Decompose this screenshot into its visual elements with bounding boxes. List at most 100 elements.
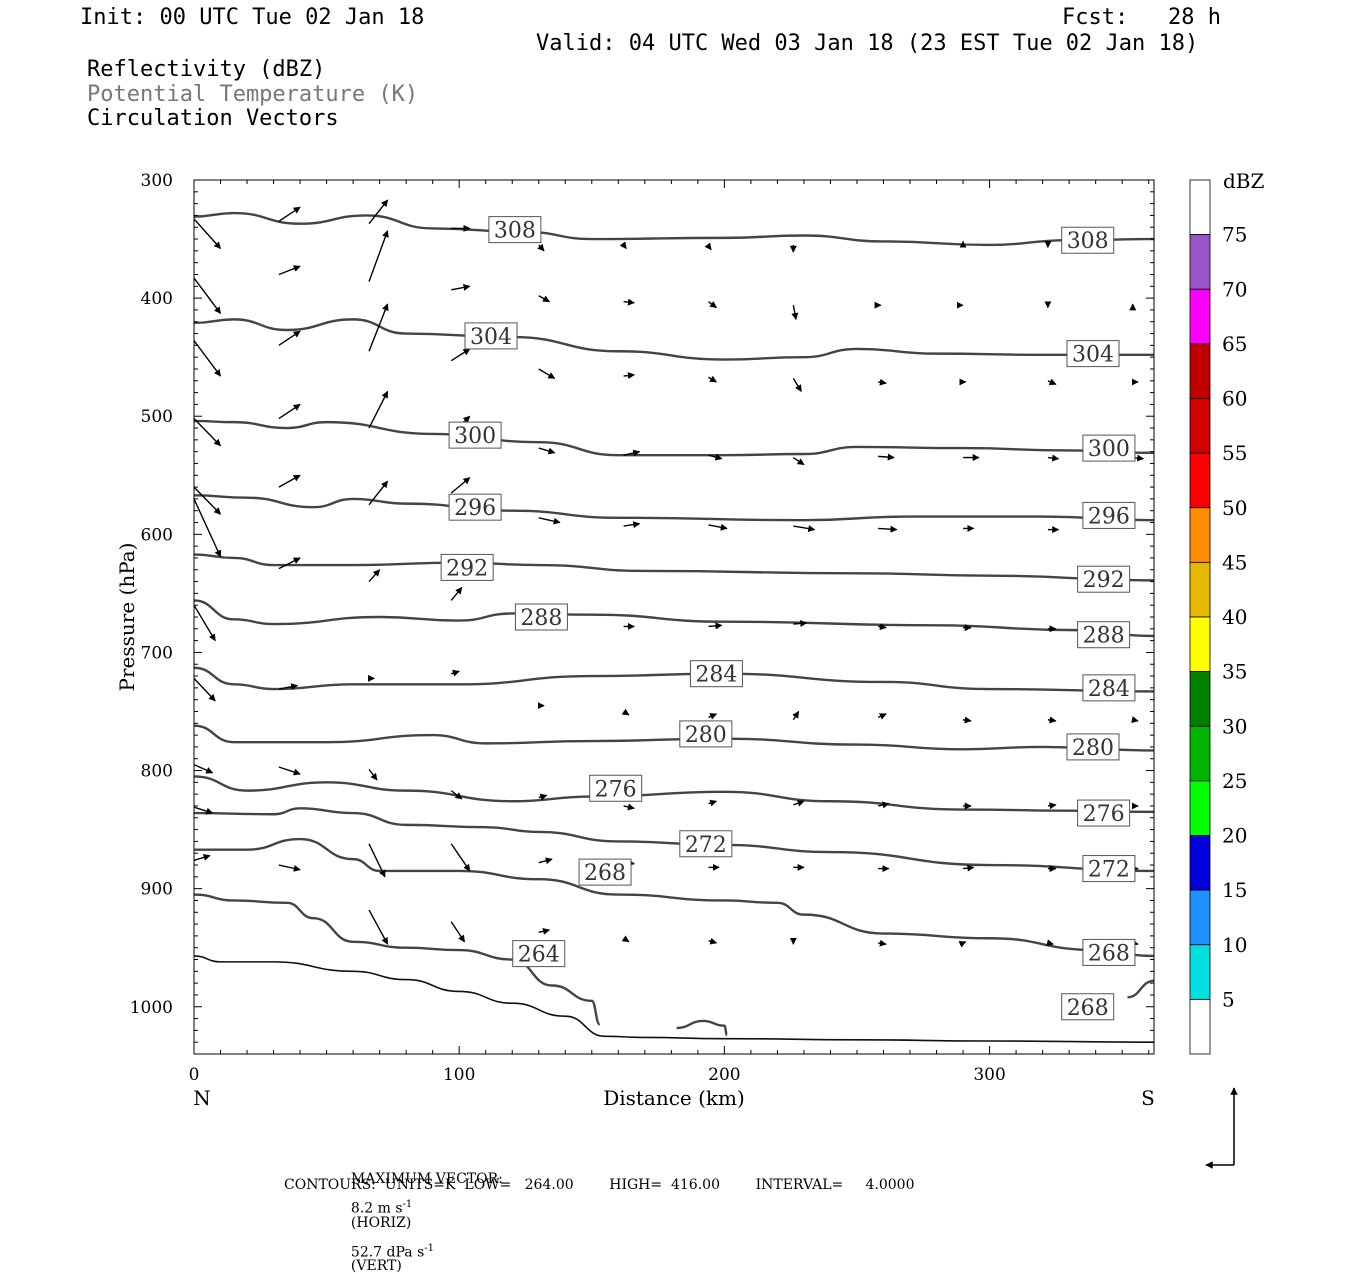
colorbar-swatch [1189,616,1211,673]
valid-time: Valid: 04 UTC Wed 03 Jan 18 (23 EST Tue … [536,31,1199,56]
circulation-vector [708,523,728,531]
contour-label: 264 [512,940,566,968]
circulation-vector [450,477,471,494]
colorbar-swatch [1189,179,1211,236]
circulation-vector [194,340,222,377]
circulation-vector [537,243,545,252]
circulation-vector [623,298,635,306]
circulation-vector [368,199,389,225]
circulation-vector [194,498,222,558]
circulation-vector [538,517,561,525]
circulation-vector [1046,939,1054,947]
circulation-vector [792,378,802,393]
horiz-tag: (HORIZ) [350,1214,412,1231]
circulation-vector [708,799,718,807]
colorbar-label: 75 [1222,223,1247,247]
circulation-vector [278,403,301,420]
svg-text:276: 276 [595,777,637,802]
contour-label: 276 [1077,799,1131,827]
colorbar-label: 20 [1222,824,1247,848]
contour-label: 300 [1082,434,1136,462]
colorbar-swatch [1189,944,1211,1000]
y-tick-label: 1000 [130,998,173,1018]
colorbar-swatch [1189,288,1211,345]
circulation-vector [1047,716,1057,724]
circulation-vector [878,378,887,386]
contour-label-layer: 308 308 304 304 300 300 296 296 292 292 288 288 284 2… [440,216,1136,1021]
circulation-vector [793,619,808,627]
svg-text:288: 288 [1083,624,1125,649]
circulation-vector [368,768,378,781]
colorbar-label: 15 [1222,878,1247,902]
field-circulation-vectors: Circulation Vectors [87,106,339,131]
circulation-vector [708,622,723,630]
contour-line [194,419,1154,457]
colorbar-swatch [1189,234,1211,290]
contour-label: 300 [448,421,502,449]
circulation-vector [194,604,216,642]
colorbar-swatch [1189,835,1211,891]
circulation-vector [194,677,216,702]
colorbar-label: 45 [1222,550,1247,574]
x-axis-label: Distance (km) [603,1086,745,1110]
svg-text:284: 284 [1088,677,1130,702]
colorbar-label: 65 [1222,332,1247,356]
circulation-vector [538,295,550,303]
contour-line [194,837,1154,958]
contour-line [194,955,1154,1043]
contour-label: 304 [1066,340,1120,368]
contour-label: 272 [679,830,733,858]
circulation-vector [792,456,805,466]
contour-label: 284 [1082,674,1136,702]
contour-label: 308 [1061,226,1115,254]
svg-text:296: 296 [1088,504,1130,529]
circulation-vector [962,716,972,724]
circulation-vector [538,447,556,455]
colorbar-swatch [1189,780,1211,836]
circulation-vector [278,557,301,570]
circulation-vector [623,449,641,457]
colorbar-swatch [1189,889,1211,946]
svg-text:272: 272 [1088,858,1130,883]
circulation-vector [451,284,471,291]
circulation-vector [278,206,301,222]
colorbar-label: 5 [1222,987,1235,1011]
contour-line [194,666,1154,693]
svg-text:296: 296 [454,496,496,521]
circulation-vector [878,453,895,461]
contour-label: 308 [488,216,542,244]
circulation-vector [708,937,718,945]
svg-text:280: 280 [685,723,727,748]
circulation-vector [194,763,214,774]
svg-text:300: 300 [454,424,496,449]
colorbar-swatch [1189,671,1211,727]
circulation-vector [368,480,389,506]
reference-vector [1205,1087,1238,1169]
circulation-vector [791,305,799,321]
colorbar-swatch [1189,507,1211,563]
circulation-vector [368,390,389,429]
contour-label: 276 [589,774,643,802]
circulation-vector [1047,802,1057,810]
contour-label: 288 [514,603,568,631]
max-vector-label: MAXIMUM VECTOR: [350,1171,503,1187]
contour-line [1127,979,1154,999]
svg-text:272: 272 [685,833,727,858]
circulation-vector [1047,378,1057,385]
circulation-vector [450,586,463,601]
circulation-vector [621,935,630,943]
circulation-vector [621,708,630,716]
colorbar-swatch [1189,998,1211,1055]
north-label: N [193,1086,211,1110]
plot-frame [193,179,1155,1055]
circulation-vector [278,766,301,776]
colorbar-label: 10 [1222,933,1247,957]
colorbar-label: 55 [1222,441,1247,465]
contour-label: 296 [1082,501,1136,529]
contour-line [194,599,1154,638]
contour-info: CONTOURS: UNITS=K LOW= 264.00 HIGH= 416.… [284,1177,915,1193]
contour-label: 268 [1061,993,1115,1021]
circulation-vector [623,803,635,811]
colorbar-label: 25 [1222,769,1247,793]
